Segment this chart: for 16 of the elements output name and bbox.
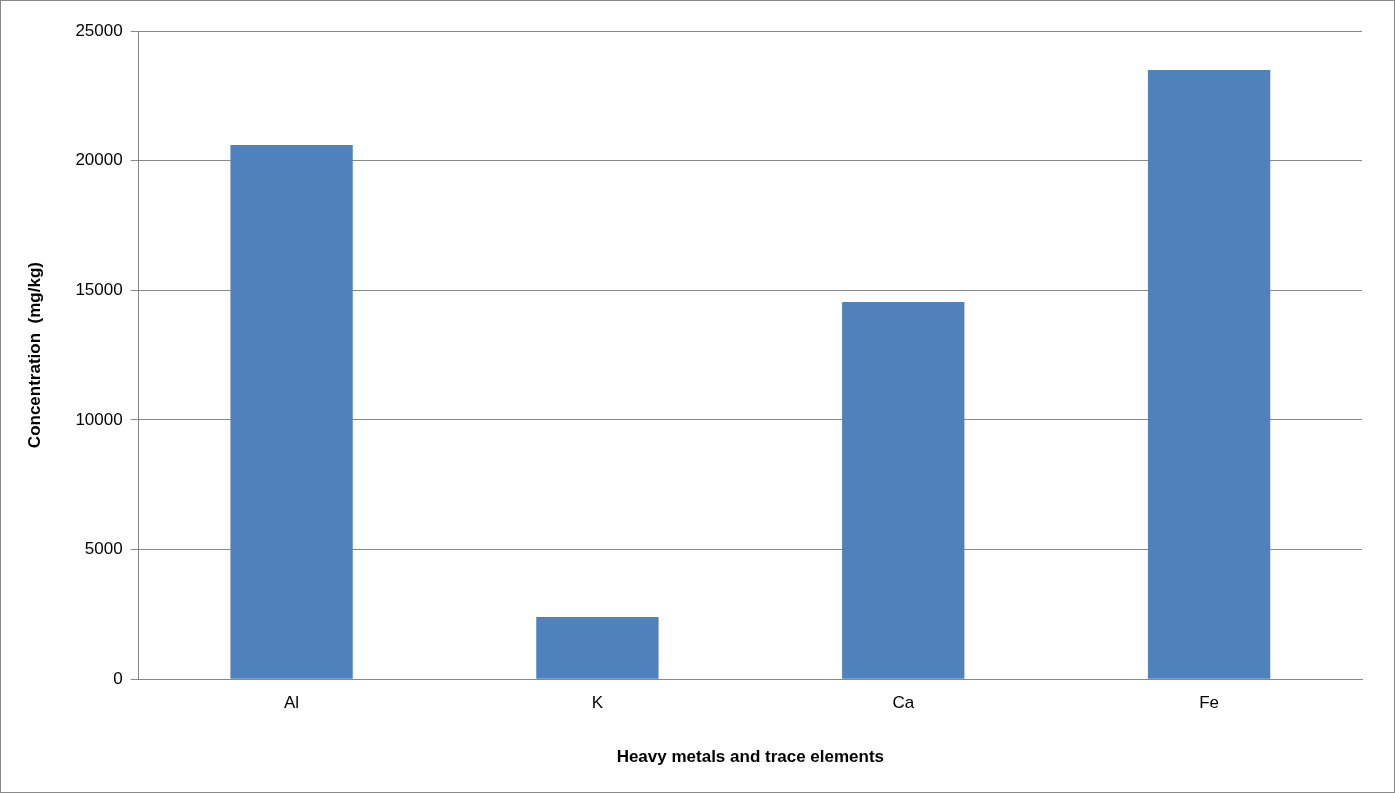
y-tick-label: 20000 [75, 150, 123, 170]
x-axis-title: Heavy metals and trace elements [616, 747, 885, 767]
bar [1147, 69, 1271, 679]
y-tick-label: 25000 [75, 20, 123, 40]
x-tick-label: Ca [892, 693, 915, 713]
bar [230, 145, 353, 679]
x-tick-label: Al [284, 693, 300, 713]
x-tick-label: K [591, 693, 604, 713]
y-tick-label: 5000 [84, 539, 123, 559]
y-tick-label: 10000 [75, 409, 123, 429]
y-axis-title: Concentration (mg/kg) [24, 262, 44, 449]
y-tick-label: 0 [113, 668, 123, 688]
x-tick-label: Fe [1199, 693, 1220, 713]
bar [842, 301, 965, 679]
bar [536, 616, 659, 679]
y-tick-label: 15000 [75, 279, 123, 299]
